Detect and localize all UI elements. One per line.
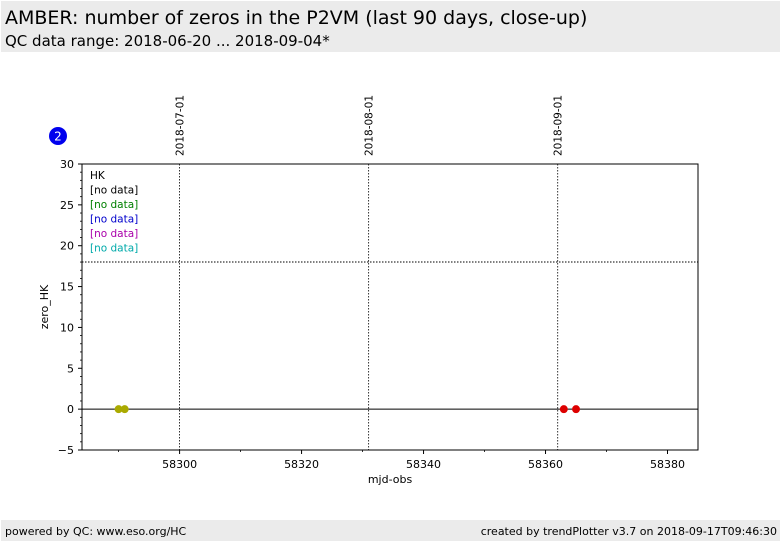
date-marker-label: 2018-08-01	[364, 95, 376, 156]
x-axis-label: mjd-obs	[368, 473, 413, 486]
data-point	[120, 405, 129, 414]
legend-entry: [no data]	[90, 228, 138, 240]
y-tick-label: 10	[60, 321, 74, 334]
y-tick-label: 5	[67, 362, 74, 375]
legend-entry: [no data]	[90, 214, 138, 226]
legend-entry: [no data]	[90, 243, 138, 255]
data-point	[559, 405, 568, 414]
x-tick-label: 58380	[650, 458, 685, 471]
page-title: AMBER: number of zeros in the P2VM (last…	[5, 7, 588, 29]
x-tick-label: 58340	[406, 458, 441, 471]
plot-number-label: 2	[54, 130, 62, 144]
header-band: AMBER: number of zeros in the P2VM (last…	[1, 1, 780, 52]
plot-number-badge	[49, 127, 67, 145]
y-tick-label: −5	[58, 444, 74, 457]
date-marker-label: 2018-07-01	[175, 95, 187, 156]
y-tick-label: 30	[60, 158, 74, 171]
y-tick-label: 20	[60, 240, 74, 253]
legend-entry: [no data]	[90, 185, 138, 197]
x-tick-label: 58300	[162, 458, 197, 471]
y-tick-label: 25	[60, 199, 74, 212]
plot-frame	[81, 163, 699, 451]
x-tick-label: 58360	[528, 458, 563, 471]
y-axis-label: zero_HK	[38, 284, 51, 329]
y-tick-label: 15	[60, 281, 74, 294]
y-tick-label: 0	[67, 403, 74, 416]
data-point	[114, 405, 123, 414]
date-marker-label: 2018-09-01	[553, 95, 565, 156]
legend-title: HK	[90, 170, 106, 182]
footer-created-by: created by trendPlotter v3.7 on 2018-09-…	[480, 525, 777, 538]
footer-band: powered by QC: www.eso.org/HC created by…	[1, 520, 780, 541]
data-point	[572, 405, 581, 414]
x-tick-label: 58320	[284, 458, 319, 471]
legend-entry: [no data]	[90, 199, 138, 211]
footer-powered-by: powered by QC: www.eso.org/HC	[5, 525, 187, 538]
qc-range-subtitle: QC data range: 2018-06-20 ... 2018-09-04…	[5, 32, 330, 50]
